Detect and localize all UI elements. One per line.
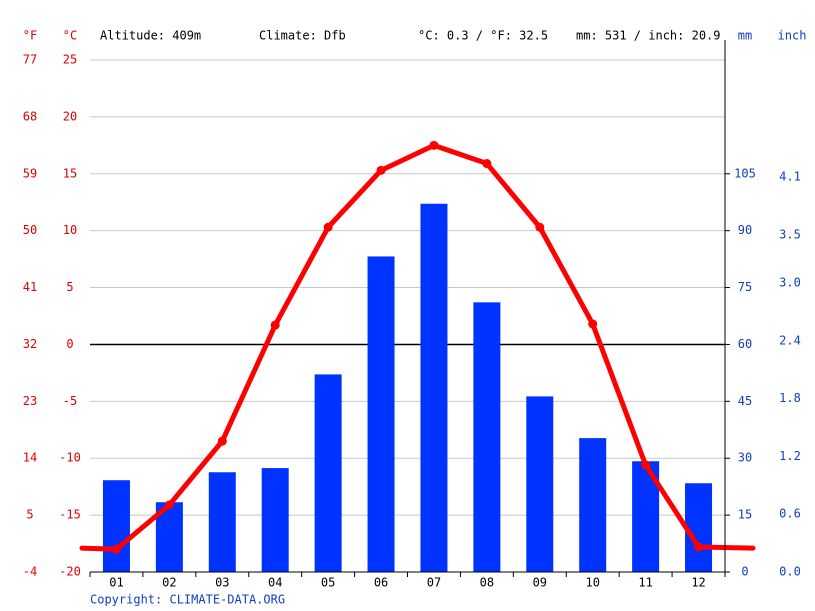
grid: [90, 59, 725, 573]
precipitation-bar: [102, 480, 130, 572]
annotation: Climate: Dfb: [259, 29, 346, 43]
mm-tick-label: 30: [738, 451, 752, 465]
precipitation-bar: [579, 438, 607, 572]
x-tick-label: 05: [321, 576, 335, 590]
temperature-point: [270, 320, 280, 330]
f-tick-label: 68: [23, 109, 37, 123]
c-tick-label: 20: [63, 109, 77, 123]
c-tick-label: 5: [66, 280, 73, 294]
precipitation-bar: [314, 374, 342, 572]
temperature-point: [376, 165, 386, 175]
temperature-point: [111, 544, 121, 554]
f-tick-label: 23: [23, 394, 37, 408]
precipitation-bar: [526, 396, 554, 572]
mm-tick-label: 15: [738, 508, 752, 522]
temperature-line: [114, 142, 701, 552]
annotation: °C: 0.3 / °F: 32.5: [418, 29, 548, 43]
f-tick-label: 14: [23, 451, 37, 465]
inch-tick-label: 3.0: [779, 276, 801, 290]
temperature-point: [482, 159, 492, 169]
c-tick-label: 25: [63, 53, 77, 67]
temperature-point: [164, 500, 174, 510]
x-tick-label: 07: [427, 576, 441, 590]
inch-tick-label: 0.6: [779, 507, 801, 521]
c-tick-label: 15: [63, 166, 77, 180]
f-tick-label: 77: [23, 53, 37, 67]
precipitation-bar: [420, 203, 448, 572]
x-tick-label: 08: [480, 576, 494, 590]
inch-tick-label: 4.1: [779, 170, 801, 184]
precipitation-bar: [685, 483, 713, 572]
mm-tick-label: 75: [738, 280, 752, 294]
x-tick-label: 01: [109, 576, 123, 590]
precipitation-bar: [261, 468, 289, 572]
precipitation-bar: [473, 302, 501, 572]
x-tick-label: 10: [585, 576, 599, 590]
line-extension: [79, 545, 119, 552]
c-tick-label: -10: [59, 451, 81, 465]
c-tick-label: -15: [59, 508, 81, 522]
inch-tick-label: 1.2: [779, 449, 801, 463]
inch-tick-label: 3.5: [779, 227, 801, 241]
mm-tick-label: 90: [738, 223, 752, 237]
f-tick-label: 41: [23, 280, 37, 294]
c-tick-label: -5: [63, 394, 77, 408]
annotation: mm: 531 / inch: 20.9: [576, 29, 721, 43]
x-tick-label: 06: [374, 576, 388, 590]
mm-tick-label: 0: [741, 565, 748, 579]
line-extension: [696, 544, 756, 551]
mm-tick-label: 45: [738, 394, 752, 408]
f-tick-label: -4: [23, 565, 37, 579]
temperature-point: [323, 222, 333, 232]
x-tick-label: 12: [691, 576, 705, 590]
mm-tick-label: 60: [738, 337, 752, 351]
f-tick-label: 32: [23, 337, 37, 351]
precipitation-bar: [208, 472, 236, 572]
c-tick-label: 0: [66, 337, 73, 351]
f-tick-label: 59: [23, 166, 37, 180]
temperature-point: [217, 436, 227, 446]
temperature-point: [694, 542, 704, 552]
c-tick-label: 10: [63, 223, 77, 237]
c-axis-label: °C: [63, 29, 77, 43]
f-tick-label: 50: [23, 223, 37, 237]
inch-axis-label: inch: [778, 29, 807, 43]
x-tick-label: 04: [268, 576, 282, 590]
temperature-point: [641, 460, 651, 470]
temperature-point: [588, 319, 598, 329]
copyright: Copyright: CLIMATE-DATA.ORG: [90, 593, 285, 607]
mm-tick-label: 105: [734, 166, 756, 180]
mm-axis-label: mm: [738, 29, 752, 43]
annotation: Altitude: 409m: [100, 29, 201, 43]
temperature-point: [429, 140, 439, 150]
inch-tick-label: 1.8: [779, 391, 801, 405]
x-tick-label: 02: [162, 576, 176, 590]
temperature-point: [535, 222, 545, 232]
f-axis-label: °F: [23, 29, 37, 43]
c-tick-label: -20: [59, 565, 81, 579]
precipitation-bar: [367, 256, 395, 572]
f-tick-label: 5: [26, 508, 33, 522]
x-tick-label: 09: [533, 576, 547, 590]
inch-tick-label: 0.0: [779, 565, 801, 579]
x-tick-label: 03: [215, 576, 229, 590]
inch-tick-label: 2.4: [779, 333, 801, 347]
x-tick-label: 11: [638, 576, 652, 590]
